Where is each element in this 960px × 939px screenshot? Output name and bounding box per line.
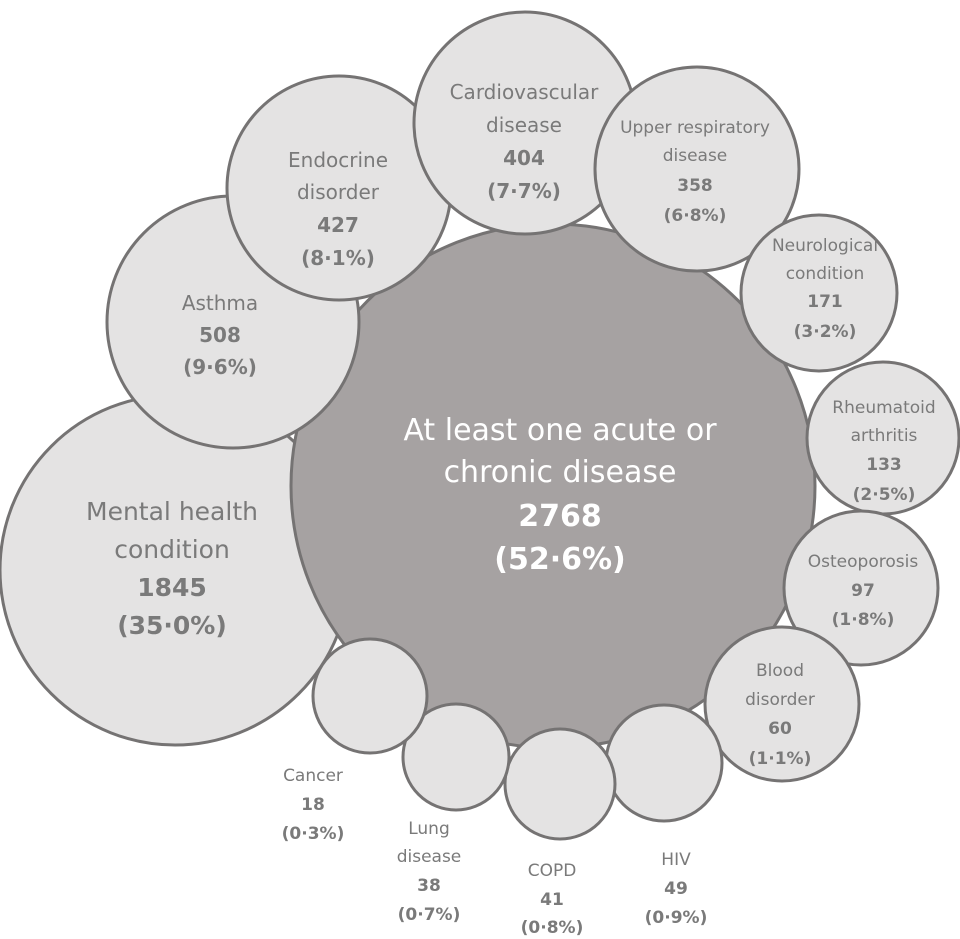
bubble-lung-disease bbox=[401, 702, 511, 812]
bubbles bbox=[0, 10, 960, 841]
label-rheumatoid: Rheumatoid arthritis 133 (2·5%) bbox=[832, 398, 935, 505]
bubble-osteoporosis bbox=[782, 509, 940, 667]
endocrine-count: 427 bbox=[317, 213, 359, 237]
hiv-count: 49 bbox=[664, 879, 688, 899]
neurological-line1: Neurological bbox=[772, 236, 878, 256]
center-label: At least one acute or chronic disease 27… bbox=[403, 413, 717, 577]
osteoporosis-pct: (1·8%) bbox=[832, 610, 895, 630]
upper-respiratory-count: 358 bbox=[677, 176, 713, 196]
label-copd: COPD 41 (0·8%) bbox=[521, 861, 584, 938]
center-count: 2768 bbox=[518, 499, 602, 534]
rheumatoid-line1: Rheumatoid bbox=[832, 398, 935, 418]
blood-disorder-line2: disorder bbox=[745, 690, 815, 710]
mental-health-line2: condition bbox=[114, 535, 230, 564]
label-cardiovascular: Cardiovascular disease 404 (7·7%) bbox=[450, 80, 600, 203]
cancer-pct: (0·3%) bbox=[282, 824, 345, 844]
endocrine-pct: (8·1%) bbox=[301, 246, 375, 270]
bubble-copd bbox=[503, 727, 617, 841]
upper-respiratory-line2: disease bbox=[663, 146, 728, 166]
endocrine-line1: Endocrine bbox=[288, 148, 388, 172]
asthma-line1: Asthma bbox=[182, 291, 258, 315]
bubble-neurological bbox=[739, 213, 899, 373]
asthma-pct: (9·6%) bbox=[183, 355, 257, 379]
rheumatoid-pct: (2·5%) bbox=[853, 485, 916, 505]
lung-disease-line2: disease bbox=[397, 847, 462, 867]
cardiovascular-pct: (7·7%) bbox=[487, 179, 561, 203]
hiv-pct: (0·9%) bbox=[645, 908, 708, 928]
bubble-upper-respiratory bbox=[593, 65, 801, 273]
label-mental-health: Mental health condition 1845 (35·0%) bbox=[86, 497, 258, 640]
center-pct: (52·6%) bbox=[494, 542, 626, 577]
cancer-count: 18 bbox=[301, 795, 325, 815]
lung-disease-count: 38 bbox=[417, 876, 441, 896]
copd-pct: (0·8%) bbox=[521, 918, 584, 938]
label-lung-disease: Lung disease 38 (0·7%) bbox=[397, 819, 462, 925]
center-line1: At least one acute or bbox=[403, 413, 717, 448]
blood-disorder-count: 60 bbox=[768, 719, 792, 739]
neurological-count: 171 bbox=[807, 292, 843, 312]
label-hiv: HIV 49 (0·9%) bbox=[645, 850, 708, 928]
neurological-line2: condition bbox=[786, 264, 865, 284]
upper-respiratory-pct: (6·8%) bbox=[664, 206, 727, 226]
label-upper-respiratory: Upper respiratory disease 358 (6·8%) bbox=[620, 118, 770, 226]
label-osteoporosis: Osteoporosis 97 (1·8%) bbox=[808, 552, 919, 630]
label-neurological: Neurological condition 171 (3·2%) bbox=[772, 236, 878, 342]
lung-disease-line1: Lung bbox=[408, 819, 450, 839]
label-asthma: Asthma 508 (9·6%) bbox=[182, 291, 258, 379]
osteoporosis-count: 97 bbox=[851, 581, 875, 601]
copd-line1: COPD bbox=[528, 861, 577, 881]
mental-health-count: 1845 bbox=[137, 573, 207, 602]
center-line2: chronic disease bbox=[444, 455, 677, 490]
bubble-cancer bbox=[311, 637, 429, 755]
cardiovascular-line1: Cardiovascular bbox=[450, 80, 600, 104]
label-endocrine: Endocrine disorder 427 (8·1%) bbox=[288, 148, 388, 270]
upper-respiratory-line1: Upper respiratory bbox=[620, 118, 770, 138]
blood-disorder-pct: (1·1%) bbox=[749, 749, 812, 769]
copd-count: 41 bbox=[540, 890, 564, 910]
cardiovascular-count: 404 bbox=[503, 146, 545, 170]
asthma-count: 508 bbox=[199, 323, 241, 347]
osteoporosis-line1: Osteoporosis bbox=[808, 552, 919, 572]
cardiovascular-line2: disease bbox=[486, 113, 562, 137]
cancer-line1: Cancer bbox=[283, 766, 343, 786]
rheumatoid-line2: arthritis bbox=[851, 426, 918, 446]
lung-disease-pct: (0·7%) bbox=[398, 905, 461, 925]
bubble-hiv bbox=[604, 703, 724, 823]
label-cancer: Cancer 18 (0·3%) bbox=[282, 766, 345, 844]
bubble-blood-disorder bbox=[703, 625, 861, 783]
blood-disorder-line1: Blood bbox=[756, 661, 804, 681]
endocrine-line2: disorder bbox=[297, 180, 380, 204]
label-blood-disorder: Blood disorder 60 (1·1%) bbox=[745, 661, 815, 769]
rheumatoid-count: 133 bbox=[866, 455, 902, 475]
neurological-pct: (3·2%) bbox=[794, 322, 857, 342]
mental-health-line1: Mental health bbox=[86, 497, 258, 526]
hiv-line1: HIV bbox=[661, 850, 691, 870]
mental-health-pct: (35·0%) bbox=[117, 611, 227, 640]
